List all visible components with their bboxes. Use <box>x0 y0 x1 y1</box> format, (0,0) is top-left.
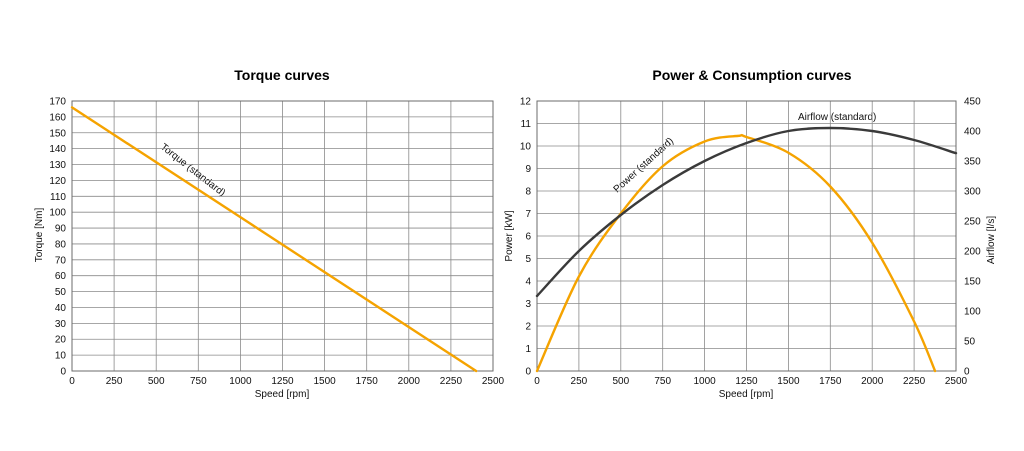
torque-x-tick-label: 0 <box>69 376 75 387</box>
airflow-y2-tick-label: 100 <box>964 307 981 318</box>
airflow-y2-tick-label: 0 <box>964 367 970 378</box>
torque-y-tick-label: 20 <box>55 335 67 346</box>
power-x-tick-label: 500 <box>612 376 629 387</box>
torque-x-tick-label: 1250 <box>271 376 294 387</box>
power-x-tick-label: 2000 <box>861 376 884 387</box>
power-x-tick-label: 750 <box>654 376 671 387</box>
torque-plot-frame <box>71 100 494 372</box>
power-y-tick-label: 4 <box>525 277 531 288</box>
torque-y-tick-label: 0 <box>60 367 66 378</box>
airflow-y2-tick-label: 350 <box>964 157 981 168</box>
torque-y-tick-label: 140 <box>49 144 66 155</box>
torque-y-tick-label: 130 <box>49 160 66 171</box>
torque-y-tick-label: 40 <box>55 303 67 314</box>
torque-x-tick-label: 2500 <box>482 376 505 387</box>
power-y-tick-label: 12 <box>520 97 532 108</box>
torque-standard-line <box>70 106 478 373</box>
power-y-tick-label: 1 <box>525 344 531 355</box>
power-x-tick-label: 250 <box>571 376 588 387</box>
torque-y-tick-label: 10 <box>55 351 67 362</box>
power-chart-title: Power & Consumption curves <box>652 67 851 83</box>
airflow-curve-label: Airflow (standard) <box>798 112 876 123</box>
airflow-y2-tick-label: 300 <box>964 187 981 198</box>
torque-x-tick-label: 1500 <box>313 376 336 387</box>
power-x-tick-label: 0 <box>534 376 540 387</box>
torque-y-tick-label: 50 <box>55 287 67 298</box>
torque-x-tick-label: 1000 <box>229 376 252 387</box>
power-y-tick-label: 9 <box>525 164 531 175</box>
airflow-y2-tick-label: 250 <box>964 217 981 228</box>
airflow-y2-axis-label: Airflow [l/s] <box>986 216 997 265</box>
torque-x-tick-label: 2250 <box>440 376 463 387</box>
power-y-tick-label: 6 <box>525 232 531 243</box>
torque-y-tick-label: 110 <box>50 192 66 203</box>
airflow-y2-tick-label: 400 <box>964 127 981 138</box>
torque-y-tick-label: 150 <box>49 128 66 139</box>
torque-x-tick-label: 500 <box>148 376 165 387</box>
power-y-tick-label: 11 <box>521 119 532 130</box>
power-y-tick-label: 7 <box>525 209 531 220</box>
torque-chart-title: Torque curves <box>234 67 330 83</box>
power-y-tick-label: 0 <box>525 367 531 378</box>
airflow-y2-tick-label: 50 <box>964 337 976 348</box>
power-y-axis-label: Power [kW] <box>504 210 515 261</box>
torque-x-tick-label: 250 <box>106 376 123 387</box>
power-standard-line <box>535 133 937 373</box>
airflow-y2-tick-label: 150 <box>964 277 981 288</box>
power-y-tick-label: 5 <box>525 254 531 265</box>
power-x-tick-label: 1500 <box>777 376 800 387</box>
torque-x-tick-label: 1750 <box>356 376 379 387</box>
power-plot-frame <box>536 100 957 372</box>
power-y-tick-label: 3 <box>525 299 531 310</box>
torque-x-axis-label: Speed [rpm] <box>255 389 310 400</box>
power-y-tick-label: 10 <box>520 142 532 153</box>
power-y-tick-label: 2 <box>525 322 531 333</box>
torque-y-tick-label: 160 <box>49 112 66 123</box>
airflow-y2-tick-label: 450 <box>964 97 981 108</box>
power-y-tick-label: 8 <box>525 187 531 198</box>
power-x-tick-label: 2500 <box>945 376 968 387</box>
power-x-axis-label: Speed [rpm] <box>719 389 774 400</box>
torque-y-tick-label: 100 <box>49 208 66 219</box>
torque-y-tick-label: 90 <box>55 224 67 235</box>
torque-y-tick-label: 60 <box>55 271 67 282</box>
torque-x-tick-label: 750 <box>190 376 207 387</box>
torque-y-tick-label: 80 <box>55 239 67 250</box>
airflow-standard-line <box>535 126 958 298</box>
power-x-tick-label: 1250 <box>735 376 758 387</box>
power-x-tick-label: 1750 <box>819 376 842 387</box>
torque-y-tick-label: 30 <box>55 319 67 330</box>
power-x-tick-label: 2250 <box>903 376 926 387</box>
torque-y-tick-label: 120 <box>49 176 66 187</box>
torque-y-axis-label: Torque [Nm] <box>34 208 45 263</box>
torque-y-tick-label: 70 <box>55 255 67 266</box>
power-x-tick-label: 1000 <box>693 376 716 387</box>
torque-x-tick-label: 2000 <box>398 376 421 387</box>
airflow-y2-tick-label: 200 <box>964 247 981 258</box>
torque-y-tick-label: 170 <box>49 97 66 108</box>
